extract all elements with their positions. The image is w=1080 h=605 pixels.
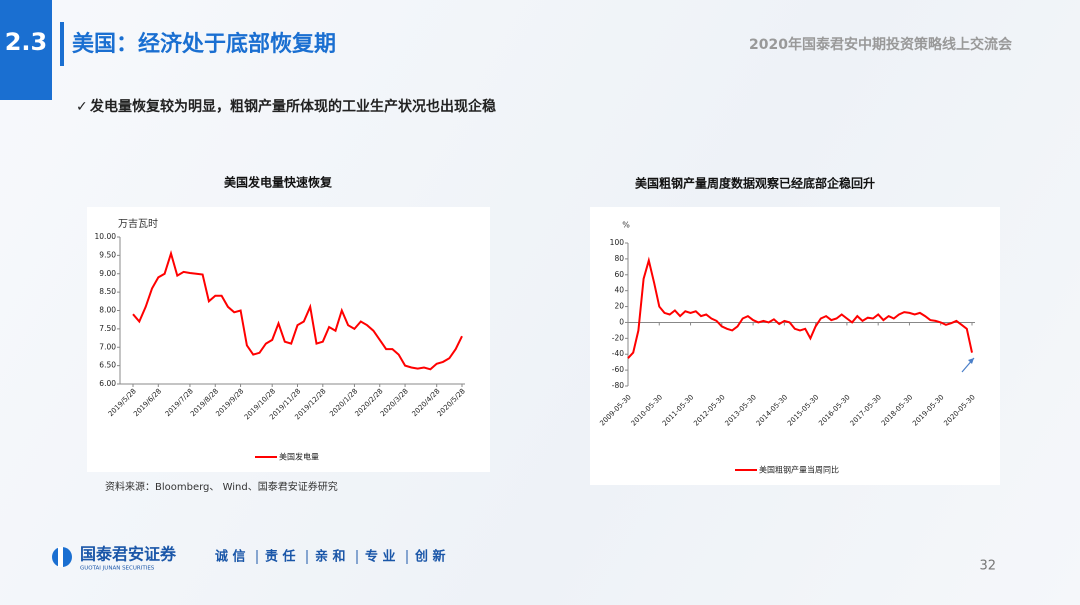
- y-tick-label: 9.00: [99, 269, 116, 278]
- y-axis-unit: %: [622, 221, 630, 230]
- company-name-en: GUOTAI JUNAN SECURITIES: [80, 566, 155, 572]
- slogan-item: 创 新: [414, 549, 446, 565]
- y-tick-label: 100: [610, 238, 625, 247]
- y-tick-label: 20: [614, 302, 624, 311]
- slide-title: 美国：经济处于底部恢复期: [72, 31, 336, 57]
- slogan-item: 诚 信: [215, 549, 246, 565]
- chart-panel: [590, 207, 1000, 485]
- legend-label: 美国发电量: [279, 452, 319, 462]
- y-tick-label: -60: [612, 365, 624, 374]
- y-tick-label: 9.50: [99, 250, 116, 259]
- chart-title: 美国粗钢产量周度数据观察已经底部企稳回升: [635, 176, 875, 191]
- section-number: 2.3: [5, 28, 48, 56]
- line-series: [627, 256, 973, 359]
- y-tick-label: -80: [612, 381, 624, 390]
- company-name: 国泰君安证券: [80, 545, 177, 564]
- y-tick-label: 8.50: [99, 287, 116, 296]
- arrow-head: [968, 358, 974, 364]
- source-note: 资料来源：Bloomberg、 Wind、国泰君安证券研究: [105, 480, 338, 493]
- slogan-item: 专 业: [365, 549, 396, 565]
- event-name: 2020年国泰君安中期投资策略线上交流会: [749, 36, 1013, 53]
- y-tick-label: 6.00: [99, 379, 116, 388]
- chart-title: 美国发电量快速恢复: [224, 175, 333, 190]
- subtitle: 发电量恢复较为明显，粗钢产量所体现的工业生产状况也出现企稳: [89, 98, 496, 115]
- y-tick-label: -20: [612, 333, 624, 342]
- y-tick-label: 7.00: [99, 342, 116, 351]
- check-icon: ✓: [76, 99, 88, 115]
- y-tick-label: -40: [612, 349, 624, 358]
- y-axis-unit: 万吉瓦时: [118, 218, 158, 230]
- slogan-item: 责 任: [265, 549, 296, 565]
- legend-label: 美国粗钢产量当周同比: [759, 465, 839, 475]
- section-box: [0, 0, 52, 100]
- slogan-item: 亲 和: [315, 549, 346, 565]
- y-tick-label: 10.00: [95, 232, 117, 241]
- y-tick-label: 7.50: [99, 324, 116, 333]
- y-tick-label: 6.50: [99, 361, 116, 370]
- y-tick-label: 60: [614, 270, 624, 279]
- chart-panel: [87, 207, 490, 472]
- y-tick-label: 0: [619, 317, 624, 326]
- y-tick-label: 80: [614, 254, 624, 263]
- page-number: 32: [979, 559, 996, 574]
- logo: [58, 547, 63, 567]
- y-tick-label: 8.00: [99, 306, 116, 315]
- title-bar: [60, 22, 64, 66]
- y-tick-label: 40: [614, 286, 624, 295]
- line-series: [132, 250, 463, 371]
